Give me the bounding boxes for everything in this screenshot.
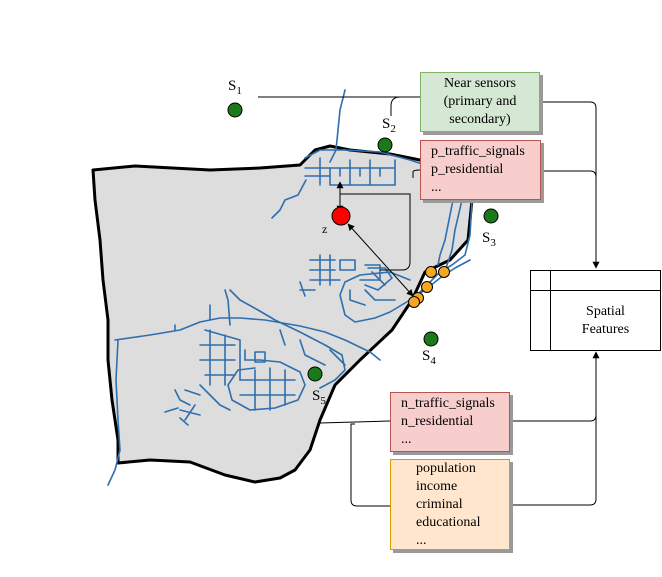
sensor-markers [227, 102, 499, 382]
sensor-s5-label: S5 [312, 388, 326, 407]
sensor-s2-marker [377, 137, 393, 153]
poi-feature-line: p_traffic_signals [431, 144, 525, 159]
poi-marker [438, 266, 450, 278]
demographic-feature-line: criminal [416, 496, 463, 512]
spatial-features-box: Spatial Features [530, 270, 661, 351]
near-sensors-line: secondary) [449, 112, 511, 127]
sensor-s4-marker [423, 331, 439, 347]
poi-feature-line: ... [431, 180, 442, 195]
sensor-s2-label: S2 [382, 116, 396, 135]
near-sensors-line: (primary and [443, 94, 517, 109]
poi-marker [408, 296, 420, 308]
neighborhood-feature-line: n_residential [401, 414, 474, 429]
near-sensors-box: Near sensors (primary and secondary) [420, 72, 540, 132]
poi-feature-line: p_residential [431, 162, 504, 177]
sensor-s3-label: S3 [482, 230, 496, 249]
poi-markers [408, 266, 450, 308]
demographic-feature-line: ... [416, 532, 427, 548]
neighborhood-feature-line: ... [401, 432, 412, 447]
poi-marker [425, 266, 437, 278]
spatial-column-divider [550, 271, 551, 350]
spatial-features-label: Spatial Features [551, 291, 660, 350]
spatial-header-divider [531, 290, 660, 291]
target-point [331, 206, 351, 226]
spatial-features-line: Spatial [586, 303, 625, 319]
target-label: z [322, 222, 328, 236]
sensor-s5-marker [307, 366, 323, 382]
demographic-features-box: population income criminal educational .… [390, 459, 510, 550]
neighborhood-feature-line: n_traffic_signals [401, 396, 495, 411]
sensor-s3-marker [483, 208, 499, 224]
poi-marker [421, 281, 433, 293]
demographic-feature-line: population [416, 460, 476, 476]
poi-features-box: p_traffic_signals p_residential ... [420, 140, 541, 200]
sensor-s1-marker [227, 102, 243, 118]
sensor-s1-label: S1 [228, 78, 242, 97]
spatial-features-line: Features [581, 321, 630, 337]
near-sensors-line: Near sensors [444, 76, 516, 91]
demographic-feature-line: educational [416, 514, 481, 530]
neighborhood-features-box: n_traffic_signals n_residential ... [390, 392, 510, 452]
demographic-feature-line: income [416, 478, 458, 494]
sensor-s4-label: S4 [422, 348, 436, 367]
